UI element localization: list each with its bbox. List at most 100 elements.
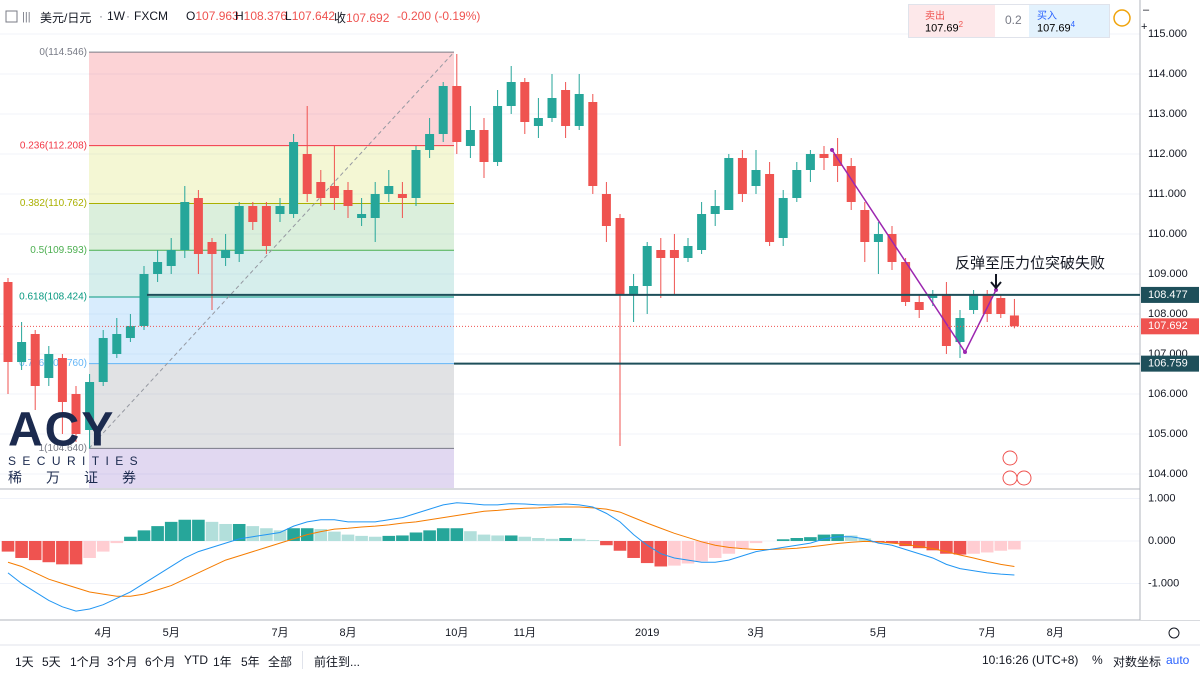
- candle-body: [193, 198, 203, 254]
- range-button[interactable]: 1年: [213, 655, 232, 669]
- candle-body: [139, 274, 149, 326]
- candle-body: [493, 106, 503, 162]
- percent-toggle[interactable]: %: [1092, 653, 1103, 667]
- candle-body: [357, 214, 367, 218]
- y-tick-label: 105.000: [1148, 428, 1188, 440]
- source: FXCM: [134, 9, 168, 23]
- price-label-bg: [1141, 286, 1199, 303]
- logo-name: ACY: [8, 404, 115, 457]
- zoom-in[interactable]: +: [1141, 21, 1147, 33]
- candle-body: [710, 206, 720, 214]
- candle-body: [669, 250, 679, 258]
- candle-body: [941, 294, 951, 346]
- range-button[interactable]: 6个月: [145, 655, 176, 669]
- quote-box: 卖出 107.692 0.2 买入 107.694: [908, 4, 1110, 38]
- fib-label: 0.236(112.208): [20, 140, 87, 151]
- info-icon[interactable]: [1113, 9, 1131, 27]
- log-toggle[interactable]: 对数坐标: [1113, 655, 1162, 669]
- logo-sub: SECURITIES: [8, 454, 144, 468]
- fib-band: [89, 250, 454, 298]
- candle-body: [275, 206, 285, 214]
- macd-bar: [246, 526, 260, 541]
- macd-bar: [436, 528, 450, 541]
- label: 收: [334, 11, 347, 25]
- indicator-icon[interactable]: |||: [22, 11, 31, 23]
- sell-button[interactable]: 卖出 107.692: [909, 5, 995, 37]
- range-button[interactable]: YTD: [184, 653, 208, 667]
- x-tick-label: 4月: [95, 627, 112, 639]
- last-price-bg: [1141, 318, 1199, 335]
- range-button[interactable]: 3个月: [107, 655, 138, 669]
- range-button[interactable]: 5天: [42, 655, 61, 669]
- fib-label: 0.382(110.762): [20, 198, 87, 209]
- event-icon: [1002, 450, 1018, 466]
- macd-bar: [423, 530, 436, 541]
- macd-bar: [409, 532, 423, 541]
- macd-bar: [817, 534, 831, 541]
- buy-button[interactable]: 买入 107.694: [1029, 5, 1109, 37]
- settings-icon[interactable]: [1168, 627, 1180, 639]
- price-label-bg: [1141, 355, 1199, 372]
- range-button[interactable]: 1天: [15, 655, 34, 669]
- clock[interactable]: 10:16:26 (UTC+8): [982, 653, 1079, 667]
- range-button[interactable]: 5年: [241, 655, 260, 669]
- price: 107.69: [1037, 22, 1071, 35]
- macd-bar: [1008, 540, 1021, 550]
- candle-body: [901, 262, 911, 302]
- candle-body: [85, 382, 95, 430]
- sell-label: 卖出: [925, 11, 945, 22]
- interval[interactable]: 1W: [107, 9, 125, 23]
- symbol[interactable]: 美元/日元: [40, 11, 92, 25]
- ohlc-close: 收107.692: [334, 9, 389, 26]
- candle-body: [302, 154, 312, 194]
- range-button[interactable]: 1个月: [70, 655, 101, 669]
- macd-bar: [736, 540, 749, 549]
- x-tick-label: 8月: [339, 627, 356, 639]
- macd-bar: [912, 540, 926, 549]
- x-tick-label: 7月: [271, 627, 288, 639]
- candle-body: [57, 358, 67, 402]
- macd-bar: [708, 540, 722, 558]
- macd-bar: [844, 535, 858, 541]
- macd-bar: [668, 540, 681, 566]
- candle-body: [425, 134, 435, 150]
- macd-bar: [695, 540, 708, 562]
- zoom-out[interactable]: –: [1143, 4, 1150, 16]
- macd-bar: [192, 519, 205, 541]
- macd-bar: [382, 535, 396, 541]
- macd-bar: [273, 530, 287, 541]
- candle-body: [44, 354, 54, 378]
- macd-bar: [124, 536, 137, 541]
- y-tick-label: 106.000: [1148, 388, 1188, 400]
- fib-label: 0.5(109.593): [30, 245, 87, 256]
- buy-price: 107.694: [1037, 20, 1075, 35]
- goto-button[interactable]: 前往到...: [314, 655, 361, 669]
- candle-body: [125, 326, 135, 338]
- change-value: -0.200: [397, 9, 432, 23]
- separator: ·: [126, 9, 130, 23]
- fib-trend: [88, 51, 455, 449]
- macd-bar: [164, 521, 178, 541]
- last-price-label: 107.692: [1148, 320, 1188, 332]
- candle-body: [343, 190, 353, 206]
- fib-label: 0(114.546): [39, 47, 87, 58]
- auto-toggle[interactable]: auto: [1166, 653, 1190, 667]
- fib-retracement: 0(114.546) 0.236(112.208) 0.382(110.762) 0.…: [19, 47, 455, 488]
- candle-body: [574, 94, 584, 126]
- range-button[interactable]: 全部: [268, 655, 293, 669]
- macd-bar: [586, 540, 600, 541]
- candle-body: [601, 194, 611, 226]
- candle-body: [329, 186, 339, 198]
- macd-bar: [69, 540, 83, 565]
- candle-body: [112, 334, 122, 354]
- macd-bar: [627, 540, 640, 558]
- candle-body: [914, 302, 924, 310]
- change: -0.200 (-0.19%): [397, 9, 480, 23]
- layout-icon[interactable]: [5, 10, 18, 23]
- x-tick-label: 5月: [163, 627, 180, 639]
- macd-bar: [464, 531, 477, 541]
- y-tick-label: 0.000: [1148, 535, 1176, 547]
- macd-bar: [885, 540, 899, 544]
